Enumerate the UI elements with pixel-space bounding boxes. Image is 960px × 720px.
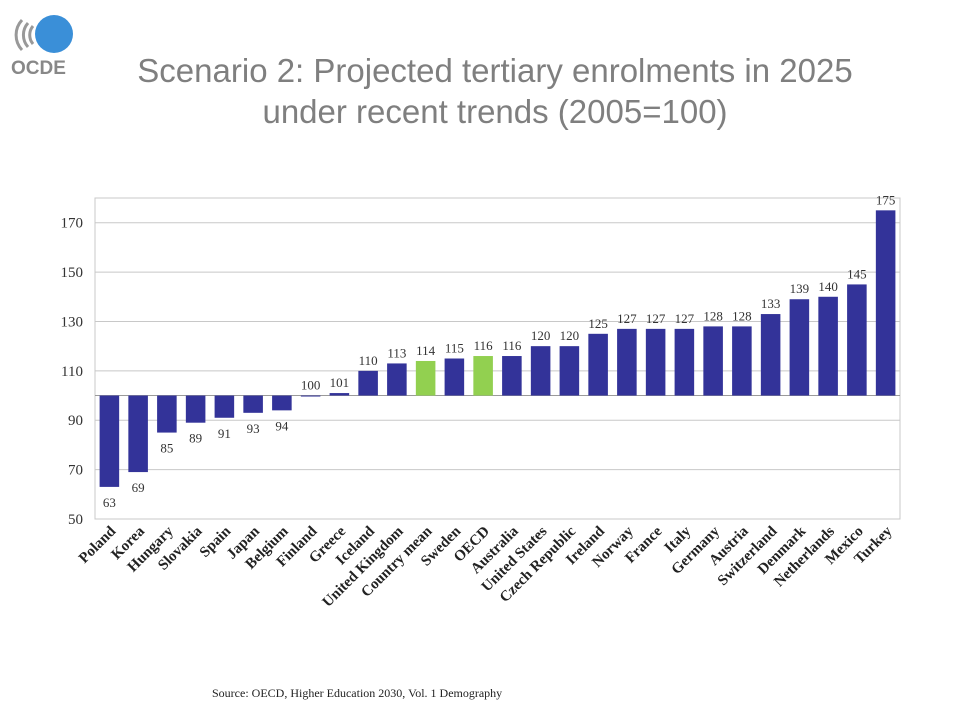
bar (530, 346, 551, 396)
bar (645, 328, 666, 396)
data-label: 175 (876, 192, 896, 207)
chart-title-line2: under recent trends (2005=100) (262, 93, 728, 130)
oecd-logo: OCDE (11, 15, 73, 79)
data-label: 85 (160, 441, 173, 456)
bar (502, 356, 522, 396)
data-label: 69 (132, 480, 145, 495)
bar (473, 356, 493, 396)
bar (329, 393, 350, 396)
data-label: 91 (218, 426, 231, 441)
data-label: 93 (247, 421, 260, 436)
y-axis-ticks: 50 70 90 110 130 150 170 (61, 216, 84, 528)
y-tick-label: 150 (61, 265, 84, 281)
y-tick-label: 50 (68, 512, 83, 528)
data-label: 115 (445, 341, 464, 356)
data-label: 101 (330, 375, 350, 390)
data-label: 128 (732, 308, 752, 323)
data-label: 116 (474, 338, 494, 353)
bar (588, 333, 608, 396)
y-tick-label: 90 (68, 413, 83, 429)
bar (732, 326, 752, 396)
bar (157, 395, 177, 433)
data-label: 128 (703, 308, 723, 323)
data-label: 120 (560, 328, 580, 343)
data-label: 140 (818, 279, 838, 294)
data-label: 133 (761, 296, 781, 311)
logo-arc-middle (21, 22, 30, 48)
chart-title-line1: Scenario 2: Projected tertiary enrolment… (137, 52, 853, 89)
logo-circle (35, 15, 73, 53)
data-label: 127 (617, 311, 637, 326)
bar (617, 328, 637, 396)
logo-text: OCDE (11, 58, 66, 79)
data-label: 89 (189, 431, 202, 446)
bar (559, 346, 580, 396)
data-label: 110 (359, 353, 378, 368)
bar (387, 363, 407, 396)
chart-title: Scenario 2: Projected tertiary enrolment… (60, 50, 930, 132)
data-label: 63 (103, 495, 116, 510)
data-labels: 63 69 85 89 91 93 94 100 101 110 113 114 115 116 116 12… (103, 192, 896, 510)
data-label: 127 (675, 311, 695, 326)
bar (358, 370, 378, 396)
data-label: 139 (790, 281, 810, 296)
bars (99, 210, 896, 487)
data-label: 94 (275, 418, 289, 433)
bar (272, 395, 292, 411)
category-label: Poland (76, 523, 120, 567)
bar (674, 328, 695, 396)
logo-arc-outer (14, 18, 24, 52)
bar (847, 284, 867, 396)
bar (300, 395, 321, 397)
bar (185, 395, 206, 423)
y-tick-label: 70 (68, 463, 83, 479)
bar (444, 358, 465, 396)
source-note: Source: OECD, Higher Education 2030, Vol… (212, 686, 503, 700)
data-label: 145 (847, 266, 867, 281)
y-tick-label: 110 (61, 364, 83, 380)
bar (875, 210, 896, 396)
bar (415, 360, 436, 396)
bar (99, 395, 120, 487)
data-label: 100 (301, 378, 321, 393)
data-label: 127 (646, 311, 666, 326)
data-label: 116 (502, 338, 522, 353)
bar (703, 326, 723, 396)
category-labels: PolandKoreaHungarySlovakiaSpainJapanBelg… (76, 523, 896, 611)
bar (789, 299, 810, 396)
bar (760, 314, 781, 396)
data-label: 114 (416, 343, 436, 358)
data-label: 120 (531, 328, 551, 343)
bar (214, 395, 235, 418)
y-tick-label: 170 (61, 216, 84, 232)
bar (818, 296, 838, 396)
data-label: 113 (387, 345, 406, 360)
logo-arc-inner (28, 25, 35, 45)
data-label: 125 (588, 316, 608, 331)
bar (243, 395, 263, 413)
y-tick-label: 130 (61, 314, 84, 330)
bar (128, 395, 148, 473)
